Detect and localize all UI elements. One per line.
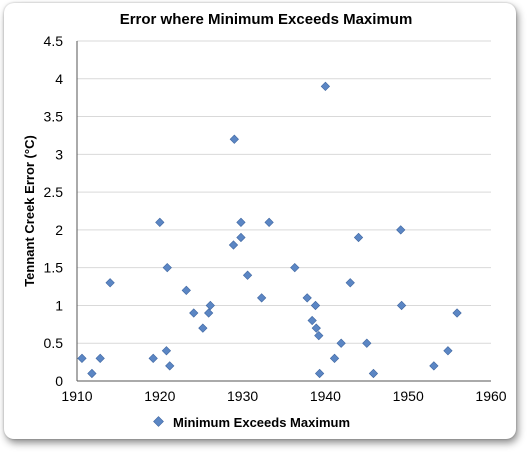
x-tick-label: 1950 (393, 388, 424, 404)
data-point (396, 225, 406, 235)
chart-title: Error where Minimum Exceeds Maximum (120, 11, 413, 28)
data-point (87, 368, 97, 379)
data-point (452, 308, 462, 318)
y-tick-label: 4 (55, 71, 63, 87)
x-tick-label: 1930 (227, 388, 258, 404)
x-tick-label: 1940 (310, 388, 341, 404)
x-tick-label: 1920 (144, 388, 175, 404)
y-axis-label: Tennant Creek Error (°C) (22, 135, 37, 287)
data-point (165, 361, 175, 371)
y-tick-label: 3 (55, 146, 63, 162)
data-point (189, 308, 199, 318)
data-point (264, 217, 274, 227)
data-point (314, 331, 324, 341)
data-point (336, 338, 346, 348)
data-point (396, 300, 407, 311)
data-point (257, 293, 267, 303)
data-point (148, 353, 158, 363)
x-tick-label: 1910 (61, 388, 92, 404)
y-tick-label: 0 (55, 373, 63, 389)
data-point (362, 338, 372, 348)
data-point (105, 278, 115, 288)
data-point (77, 353, 87, 363)
data-point (345, 278, 355, 288)
legend-marker (153, 416, 164, 427)
legend: Minimum Exceeds Maximum (153, 415, 350, 430)
grid-lines (77, 40, 491, 344)
y-tick-label: 1.5 (44, 260, 64, 276)
data-point (236, 232, 246, 243)
data-point (229, 134, 239, 144)
y-tick-label: 3.5 (44, 109, 64, 125)
data-point (429, 361, 439, 371)
data-point (353, 232, 364, 243)
data-point (368, 368, 379, 379)
y-tick-label: 0.5 (44, 335, 64, 351)
data-point (302, 293, 312, 303)
data-point (204, 308, 214, 318)
data-point (236, 217, 246, 227)
legend-label: Minimum Exceeds Maximum (173, 415, 350, 430)
data-point (95, 353, 105, 363)
data-point (310, 300, 321, 311)
y-tick-label: 1 (55, 297, 63, 313)
data-point (307, 315, 317, 326)
data-point (290, 263, 300, 273)
data-point (242, 270, 253, 280)
data-point (205, 300, 215, 311)
x-tick-labels: 1910 1920 1930 1940 1950 1960 (61, 388, 506, 404)
x-tick-label: 1960 (475, 388, 506, 404)
data-point (443, 346, 453, 356)
data-point (311, 323, 321, 333)
data-point (320, 81, 331, 91)
y-tick-labels: 0 0.5 1 1.5 2 2.5 3 3.5 4 4.5 (44, 33, 64, 389)
y-tick-label: 2.5 (44, 184, 64, 200)
data-point (329, 353, 340, 363)
data-point (155, 217, 165, 227)
data-point (314, 368, 325, 379)
data-point (181, 285, 191, 295)
data-point (198, 323, 208, 333)
y-tick-label: 2 (55, 222, 63, 238)
data-point (162, 263, 172, 273)
data-point (161, 346, 172, 356)
y-tick-label: 4.5 (44, 33, 64, 49)
data-point (228, 240, 239, 250)
data-points (77, 81, 462, 379)
